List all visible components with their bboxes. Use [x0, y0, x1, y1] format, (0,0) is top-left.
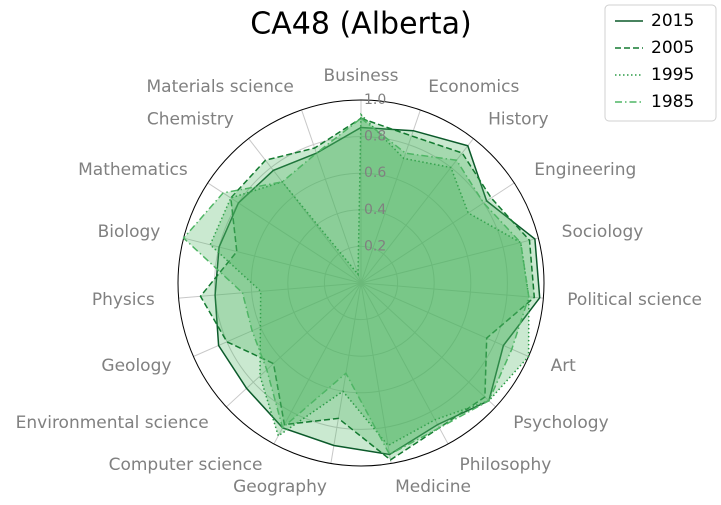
- spoke: [248, 138, 362, 284]
- grid-ring: [250, 172, 472, 394]
- spoke: [273, 282, 362, 445]
- category-label: Chemistry: [147, 110, 234, 130]
- spoke: [360, 282, 529, 357]
- spoke: [360, 182, 515, 284]
- category-label: Medicine: [395, 477, 471, 497]
- spoke: [178, 282, 362, 299]
- category-label: Materials science: [146, 77, 293, 97]
- category-label: Political science: [567, 290, 702, 310]
- legend-label: 1985: [651, 92, 694, 112]
- category-label: Physics: [92, 290, 155, 310]
- category-label: Psychology: [513, 413, 608, 433]
- spoke: [360, 237, 539, 284]
- legend-label: 1995: [651, 65, 694, 85]
- series-area: [209, 112, 530, 447]
- r-tick-label: 0.4: [364, 202, 386, 218]
- spoke: [360, 282, 392, 464]
- spoke: [193, 282, 362, 357]
- category-label: Philosophy: [460, 455, 552, 475]
- r-tick-label: 0.6: [364, 165, 386, 181]
- series-area: [182, 117, 530, 456]
- category-label: Sociology: [562, 222, 644, 242]
- spoke: [301, 109, 362, 284]
- spoke: [360, 282, 496, 408]
- category-label: Economics: [428, 77, 519, 97]
- grid-ring: [214, 136, 508, 430]
- chart-title: CA48 (Alberta): [250, 7, 471, 42]
- spoke: [207, 182, 362, 284]
- outer-ring: [177, 99, 545, 467]
- category-label: Biology: [98, 222, 161, 242]
- category-label: Art: [551, 356, 577, 376]
- spoke: [226, 282, 362, 408]
- category-label: Business: [324, 66, 399, 86]
- series-area: [199, 117, 536, 461]
- spoke: [360, 282, 449, 445]
- spoke: [183, 237, 362, 284]
- r-tick-label: 0.8: [364, 129, 386, 145]
- category-label: Geology: [101, 356, 171, 376]
- category-label: History: [488, 110, 548, 130]
- spoke: [360, 282, 544, 299]
- category-label: Geography: [233, 477, 327, 497]
- legend-label: 2015: [651, 11, 694, 31]
- grid-ring: [323, 245, 399, 321]
- legend-label: 2005: [651, 38, 694, 58]
- category-label: Mathematics: [78, 160, 188, 180]
- spoke: [360, 109, 421, 284]
- r-tick-label: 0.2: [364, 238, 386, 254]
- category-label: Engineering: [534, 160, 636, 180]
- grid-ring: [287, 209, 435, 357]
- r-tick-label: 1.0: [364, 92, 386, 108]
- category-label: Environmental science: [16, 413, 209, 433]
- category-label: Computer science: [109, 455, 263, 475]
- series-area: [214, 126, 541, 456]
- legend-box: [604, 4, 717, 122]
- spoke: [360, 138, 474, 284]
